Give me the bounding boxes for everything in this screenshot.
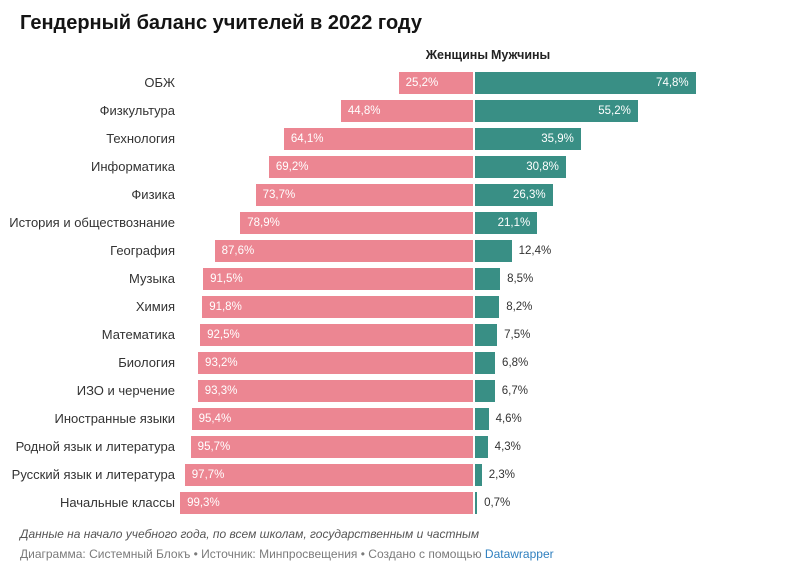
women-bar: 91,5% [203, 268, 473, 290]
chart-footnote: Данные на начало учебного года, по всем … [20, 527, 480, 541]
category-label: Химия [135, 299, 175, 314]
men-value-label: 12,4% [518, 245, 552, 257]
category-label: ИЗО и черчение [76, 383, 175, 398]
women-value-label: 93,2% [205, 357, 238, 369]
men-bar [475, 352, 496, 374]
men-value-label: 26,3% [512, 189, 546, 201]
men-value-label: 30,8% [526, 161, 559, 173]
men-bar: 26,3% [475, 184, 553, 206]
legend-label-men: Мужчины [491, 48, 551, 62]
men-bar [475, 268, 501, 290]
men-bar [475, 408, 489, 430]
category-label: Математика [101, 327, 175, 342]
men-value-label: 21,1% [497, 217, 531, 229]
women-bar: 91,8% [202, 296, 473, 318]
women-bar: 93,2% [198, 352, 473, 374]
women-bar: 97,7% [184, 464, 473, 486]
category-label: Иностранные языки [54, 411, 175, 426]
men-value-label: 35,9% [541, 133, 574, 145]
women-bar: 99,3% [180, 492, 473, 514]
men-bar [475, 436, 488, 458]
chart-title: Гендерный баланс учителей в 2022 году [20, 12, 422, 34]
men-bar: 35,9% [475, 128, 581, 150]
women-bar: 64,1% [283, 128, 473, 150]
women-value-label: 95,4% [198, 413, 232, 425]
women-value-label: 99,3% [187, 497, 220, 509]
women-bar: 69,2% [268, 156, 473, 178]
women-bar: 44,8% [340, 100, 473, 122]
men-value-label: 8,5% [507, 273, 534, 285]
women-value-label: 93,3% [204, 385, 238, 397]
women-bar: 87,6% [214, 240, 473, 262]
category-label: Начальные классы [59, 495, 175, 510]
category-label: Физика [131, 187, 175, 202]
category-label: Физкультура [99, 103, 175, 118]
men-value-label: 4,3% [494, 441, 521, 453]
men-value-label: 8,2% [506, 301, 533, 313]
men-bar [475, 464, 482, 486]
men-value-label: 2,3% [488, 469, 515, 481]
men-value-label: 0,7% [484, 497, 511, 509]
men-value-label: 7,5% [504, 329, 531, 341]
men-value-label: 6,8% [502, 357, 529, 369]
category-label: Биология [118, 355, 175, 370]
men-value-label: 4,6% [495, 413, 522, 425]
byline: Диаграмма: Системный Блокъ • Источник: М… [20, 547, 554, 561]
men-bar: 74,8% [475, 72, 696, 94]
men-bar: 21,1% [475, 212, 538, 234]
men-bar [475, 296, 500, 318]
men-bar [475, 380, 495, 402]
women-value-label: 69,2% [275, 161, 309, 173]
men-value-label: 74,8% [656, 77, 689, 89]
men-bar: 55,2% [475, 100, 638, 122]
legend-label-women: Женщины [425, 48, 488, 62]
women-value-label: 73,7% [262, 189, 296, 201]
men-value-label: 6,7% [501, 385, 528, 397]
women-bar: 92,5% [200, 324, 473, 346]
men-bar [475, 492, 478, 514]
women-value-label: 87,6% [221, 245, 255, 257]
women-value-label: 25,2% [405, 77, 439, 89]
women-value-label: 44,8% [347, 105, 381, 117]
category-label: Русский язык и литература [11, 467, 175, 482]
category-label: История и обществознание [9, 215, 175, 230]
women-value-label: 92,5% [207, 329, 240, 341]
category-label: Родной язык и литература [15, 439, 175, 454]
men-value-label: 55,2% [598, 105, 631, 117]
women-value-label: 91,5% [210, 273, 243, 285]
women-value-label: 78,9% [247, 217, 280, 229]
women-bar: 78,9% [240, 212, 473, 234]
category-label: Музыка [129, 271, 175, 286]
byline-text: Диаграмма: Системный Блокъ • Источник: М… [20, 547, 485, 561]
category-label: ОБЖ [144, 75, 175, 90]
women-value-label: 95,7% [197, 441, 231, 453]
datawrapper-link[interactable]: Datawrapper [484, 547, 554, 561]
men-bar [475, 240, 512, 262]
category-label: Технология [106, 131, 175, 146]
women-value-label: 64,1% [290, 133, 324, 145]
category-label: Информатика [91, 159, 175, 174]
men-bar [475, 324, 498, 346]
women-value-label: 97,7% [191, 469, 225, 481]
women-bar: 95,4% [191, 408, 473, 430]
women-bar: 93,3% [197, 380, 473, 402]
women-bar: 25,2% [398, 72, 473, 94]
women-value-label: 91,8% [209, 301, 242, 313]
category-label: География [110, 243, 175, 258]
women-bar: 73,7% [255, 184, 473, 206]
men-bar: 30,8% [475, 156, 566, 178]
women-bar: 95,7% [190, 436, 473, 458]
